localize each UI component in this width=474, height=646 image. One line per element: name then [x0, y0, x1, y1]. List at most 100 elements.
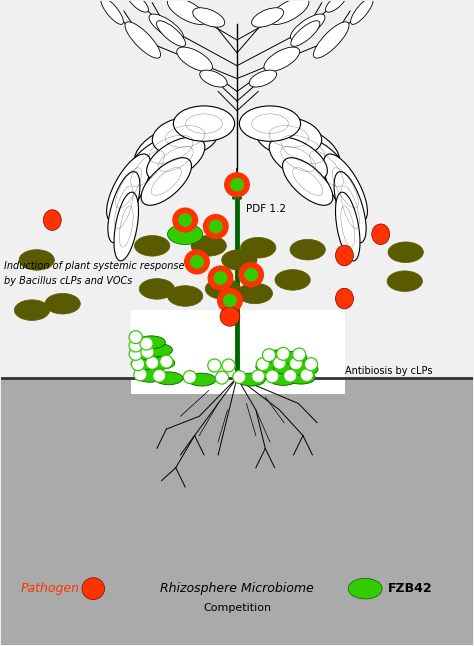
Ellipse shape [277, 348, 290, 360]
Ellipse shape [146, 137, 205, 181]
Ellipse shape [203, 214, 228, 238]
Ellipse shape [208, 359, 221, 372]
Ellipse shape [287, 371, 315, 384]
Ellipse shape [45, 293, 80, 314]
Ellipse shape [388, 242, 423, 262]
Ellipse shape [291, 21, 320, 47]
Ellipse shape [292, 348, 306, 361]
Ellipse shape [108, 172, 140, 243]
Ellipse shape [133, 347, 162, 360]
Ellipse shape [252, 370, 265, 383]
Ellipse shape [323, 154, 367, 222]
Ellipse shape [220, 307, 240, 326]
Ellipse shape [131, 358, 145, 371]
Ellipse shape [188, 373, 216, 386]
Ellipse shape [278, 351, 307, 364]
Ellipse shape [269, 137, 328, 181]
Ellipse shape [336, 288, 354, 309]
Ellipse shape [304, 358, 318, 371]
Ellipse shape [129, 331, 142, 344]
Ellipse shape [266, 125, 339, 174]
Bar [1, 1, 473, 378]
Ellipse shape [139, 278, 174, 299]
Ellipse shape [256, 358, 270, 371]
Ellipse shape [336, 192, 360, 261]
Ellipse shape [140, 337, 153, 350]
Ellipse shape [125, 22, 161, 58]
Ellipse shape [179, 214, 192, 227]
Ellipse shape [289, 357, 302, 370]
Ellipse shape [137, 336, 165, 349]
Ellipse shape [135, 236, 170, 256]
Text: PDF 1.2: PDF 1.2 [246, 203, 286, 214]
Ellipse shape [283, 158, 333, 205]
Ellipse shape [223, 294, 237, 307]
Ellipse shape [290, 363, 318, 376]
Ellipse shape [225, 173, 249, 196]
Ellipse shape [300, 369, 313, 382]
Ellipse shape [214, 271, 227, 284]
Ellipse shape [269, 373, 297, 386]
Ellipse shape [205, 278, 240, 299]
Ellipse shape [239, 106, 301, 141]
Ellipse shape [372, 224, 390, 245]
Ellipse shape [263, 349, 276, 362]
Ellipse shape [14, 300, 50, 320]
Ellipse shape [215, 371, 228, 384]
Ellipse shape [129, 348, 142, 360]
Ellipse shape [208, 266, 233, 290]
Ellipse shape [153, 370, 166, 382]
Ellipse shape [160, 355, 173, 368]
Ellipse shape [237, 373, 265, 386]
Ellipse shape [298, 138, 355, 199]
Ellipse shape [173, 106, 235, 141]
Ellipse shape [146, 357, 159, 370]
Ellipse shape [107, 154, 151, 222]
Ellipse shape [191, 255, 203, 268]
Ellipse shape [144, 344, 173, 357]
Ellipse shape [245, 268, 258, 281]
Ellipse shape [252, 8, 283, 27]
Ellipse shape [256, 360, 284, 373]
Ellipse shape [191, 236, 227, 256]
Ellipse shape [269, 0, 309, 25]
Ellipse shape [237, 283, 273, 304]
Ellipse shape [351, 0, 373, 25]
Ellipse shape [239, 263, 264, 287]
Ellipse shape [119, 138, 176, 199]
Ellipse shape [128, 0, 148, 12]
Text: Pathogen: Pathogen [20, 582, 79, 595]
Ellipse shape [290, 240, 325, 260]
Ellipse shape [275, 269, 310, 290]
Ellipse shape [82, 578, 105, 599]
Ellipse shape [291, 14, 325, 40]
Ellipse shape [155, 372, 183, 385]
Ellipse shape [149, 14, 183, 40]
Ellipse shape [43, 210, 61, 231]
Ellipse shape [131, 357, 159, 370]
Ellipse shape [387, 271, 422, 291]
Ellipse shape [146, 357, 175, 370]
Ellipse shape [240, 238, 276, 258]
Ellipse shape [233, 371, 246, 384]
Text: Induction of plant systemic response: Induction of plant systemic response [4, 262, 184, 271]
Ellipse shape [141, 346, 154, 359]
Ellipse shape [193, 8, 225, 27]
Ellipse shape [183, 371, 197, 384]
Ellipse shape [230, 178, 244, 191]
Ellipse shape [134, 368, 147, 381]
Ellipse shape [283, 370, 297, 382]
Ellipse shape [129, 339, 142, 352]
Ellipse shape [173, 208, 197, 232]
Ellipse shape [185, 250, 209, 274]
Ellipse shape [135, 125, 208, 174]
Ellipse shape [200, 70, 227, 87]
Ellipse shape [264, 47, 300, 72]
Ellipse shape [19, 249, 55, 270]
Ellipse shape [167, 224, 203, 245]
Ellipse shape [167, 286, 203, 306]
Ellipse shape [266, 370, 279, 383]
Ellipse shape [274, 362, 302, 375]
Text: FZB42: FZB42 [388, 582, 432, 595]
Ellipse shape [336, 245, 354, 266]
